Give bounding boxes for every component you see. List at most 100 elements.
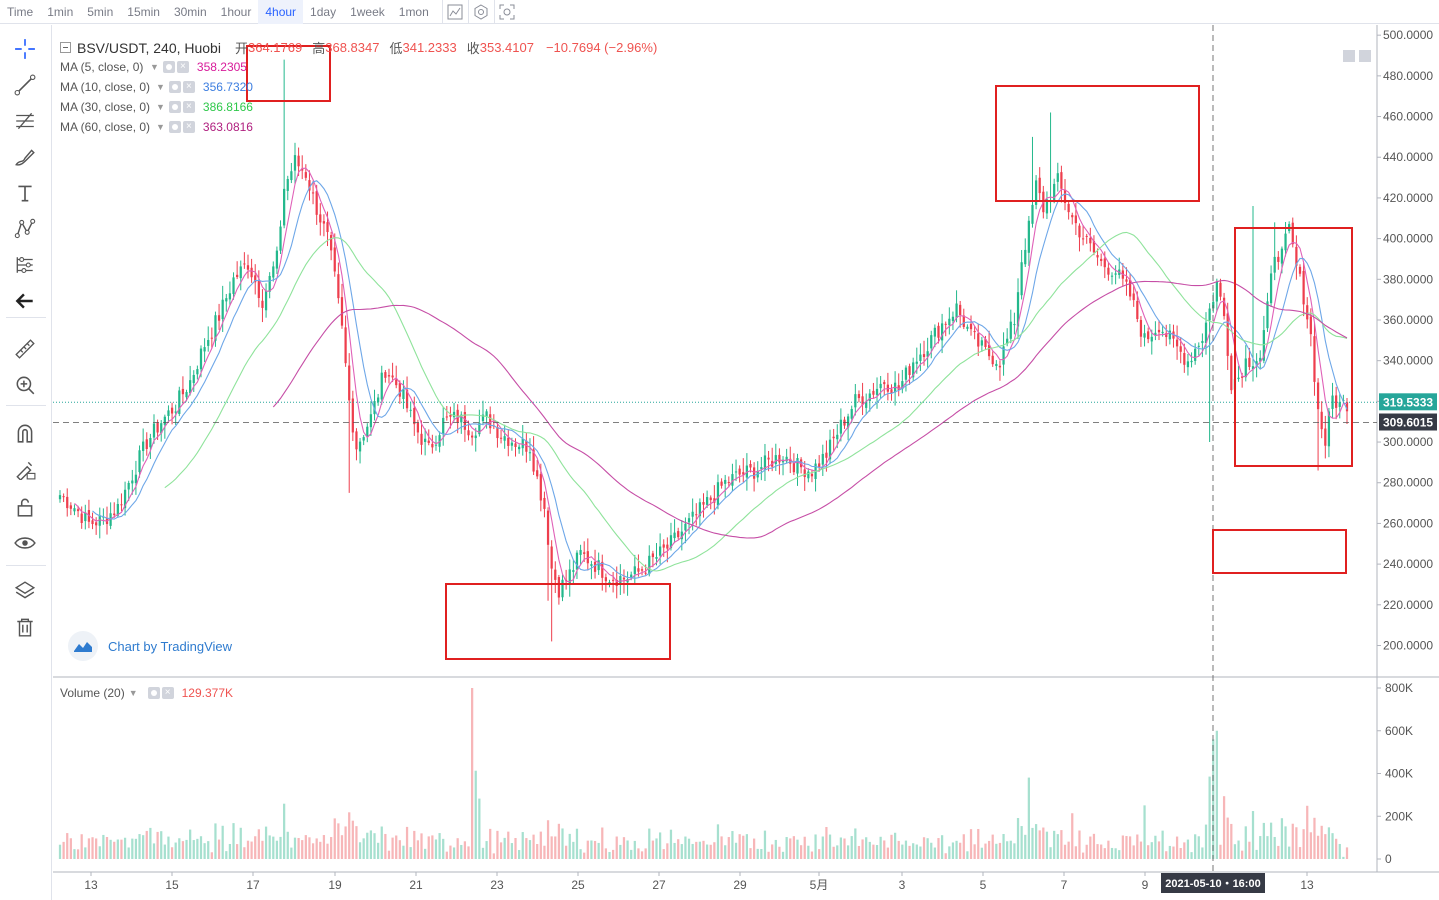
candle-body [286, 179, 289, 191]
lock-drawing-icon[interactable] [10, 455, 40, 483]
volume-bar [152, 843, 156, 859]
gear-icon[interactable] [168, 121, 181, 133]
volume-bar [1179, 847, 1182, 859]
timeframe-1min[interactable]: 1min [47, 4, 74, 19]
annotation-box-1 [246, 45, 331, 102]
magnet-icon[interactable] [10, 419, 40, 447]
timeframe-1week[interactable]: 1week [350, 4, 385, 19]
ruler-icon[interactable] [10, 335, 40, 363]
fib-retracement-icon[interactable] [10, 107, 40, 135]
candle-body [608, 582, 611, 584]
volume-bar [1016, 818, 1020, 859]
candle-body [796, 458, 799, 474]
screenshot-icon[interactable] [493, 0, 520, 24]
volume-bar [640, 851, 644, 859]
volume-bar [774, 839, 777, 859]
pattern-icon[interactable] [10, 215, 40, 243]
volume-bar [1259, 836, 1262, 859]
gear-icon[interactable] [147, 687, 160, 699]
candle-body [246, 265, 250, 270]
candle-body [1313, 336, 1316, 382]
timeframe-1day[interactable]: 1day [310, 4, 337, 19]
timeframe-5min[interactable]: 5min [87, 4, 114, 19]
scale-down-icon[interactable] [1359, 50, 1371, 62]
timeframe-30min[interactable]: 30min [173, 4, 207, 19]
lock-icon[interactable] [10, 493, 40, 521]
line-chart-icon[interactable] [441, 0, 468, 24]
ma5-label: MA (5, close, 0) [60, 60, 144, 74]
volume-bar [1197, 836, 1200, 859]
ma5-legend[interactable]: MA (5, close, 0) ▼ × 358.2305 [60, 60, 247, 74]
timeframe-time[interactable]: Time [7, 4, 34, 19]
candle-body [1096, 255, 1099, 258]
volume-bar [91, 837, 94, 859]
candle-body [76, 509, 80, 512]
volume-bar [145, 830, 148, 859]
timeframe-1mon[interactable]: 1mon [398, 4, 429, 19]
annotation-box-4 [1234, 227, 1353, 467]
volume-bar [1038, 830, 1041, 859]
volume-bar [669, 829, 673, 859]
chevron-down-icon[interactable]: ▼ [150, 62, 159, 72]
timeframe-1hour[interactable]: 1hour [220, 4, 252, 19]
candle-body [557, 577, 561, 598]
close-icon[interactable]: × [182, 101, 195, 113]
candle-body [1034, 180, 1038, 205]
close-icon[interactable]: × [161, 687, 174, 699]
chevron-down-icon[interactable]: ▼ [156, 82, 165, 92]
volume-bar [803, 836, 806, 859]
chevron-down-icon[interactable]: ▼ [156, 122, 165, 132]
gear-icon[interactable] [168, 101, 181, 113]
prediction-icon[interactable] [10, 251, 40, 279]
candle-body [1324, 428, 1327, 446]
candle-body [604, 577, 608, 582]
text-icon[interactable] [10, 179, 40, 207]
volume-bar [62, 841, 65, 859]
settings-hex-icon[interactable] [467, 0, 494, 24]
volume-bar [163, 844, 166, 859]
low-value: 341.2333 [402, 40, 457, 55]
tradingview-branding[interactable]: Chart by TradingView [68, 631, 232, 661]
volume-bar [593, 840, 597, 859]
ma60-legend[interactable]: MA (60, close, 0) ▼ × 363.0816 [60, 120, 253, 134]
ma30-legend[interactable]: MA (30, close, 0) ▼ × 386.8166 [60, 100, 253, 114]
candle-body [1190, 360, 1193, 363]
candle-body [351, 398, 354, 433]
back-arrow-icon[interactable] [10, 287, 40, 315]
trend-line-icon[interactable] [10, 71, 40, 99]
volume-legend[interactable]: Volume (20) ▼ × 129.377K [60, 686, 233, 700]
volume-bar [724, 845, 727, 859]
volume-bar [886, 847, 889, 859]
candle-body [521, 438, 524, 449]
scale-up-icon[interactable] [1343, 50, 1355, 62]
candle-body [959, 304, 962, 316]
close-icon[interactable]: × [182, 121, 195, 133]
timeframe-4hour[interactable]: 4hour [258, 0, 304, 24]
layers-icon[interactable] [10, 577, 40, 605]
volume-bar [977, 828, 980, 859]
low-label: 低 [389, 41, 403, 56]
ma60-value: 363.0816 [202, 120, 253, 134]
crosshair-icon[interactable] [10, 35, 40, 63]
gear-icon[interactable] [168, 81, 181, 93]
close-icon[interactable]: × [176, 61, 189, 73]
chevron-down-icon[interactable]: ▼ [156, 102, 165, 112]
eye-icon[interactable] [10, 529, 40, 557]
candle-body [904, 367, 908, 380]
chevron-down-icon[interactable]: ▼ [128, 688, 138, 698]
candle-body [1103, 258, 1106, 268]
volume-bar [630, 849, 633, 859]
volume-bar [590, 840, 593, 859]
close-icon[interactable]: × [182, 81, 195, 93]
candle-body [189, 380, 192, 394]
brush-icon[interactable] [10, 143, 40, 171]
ma10-legend[interactable]: MA (10, close, 0) ▼ × 356.7320 [60, 80, 253, 94]
zoom-in-icon[interactable] [10, 371, 40, 399]
candle-body [123, 489, 127, 509]
trash-icon[interactable] [10, 613, 40, 641]
gear-icon[interactable] [162, 61, 175, 73]
timeframe-15min[interactable]: 15min [127, 4, 160, 19]
collapse-icon[interactable] [60, 42, 71, 53]
volume-bar [1161, 830, 1164, 859]
